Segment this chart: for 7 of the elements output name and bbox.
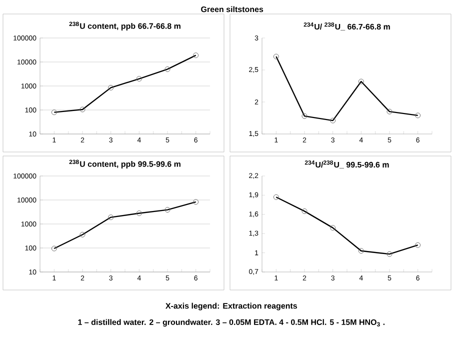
chart-title: $^{238}$U content, ppb 99.5-99.6 m bbox=[69, 160, 180, 168]
chart-title: $^{234}$U/$^{238}$U_ 99.5-99.6 m bbox=[304, 160, 389, 168]
text: Green siltstones bbox=[201, 6, 264, 12]
text: 1 – distilled water. 2 – groundwater. 3 – 0.05M EDTA. 4 - 0.5M HCl. 5 - 15M HNO$_{3}$ . bbox=[78, 319, 385, 327]
chart-title: $^{234}$U/ $^{238}$U_ 66.7-66.8 m bbox=[304, 22, 390, 30]
text: X-axis legend: Extraction reagents bbox=[166, 302, 298, 310]
chart-title: $^{238}$U content, ppb 66.7-66.8 m bbox=[69, 22, 180, 30]
